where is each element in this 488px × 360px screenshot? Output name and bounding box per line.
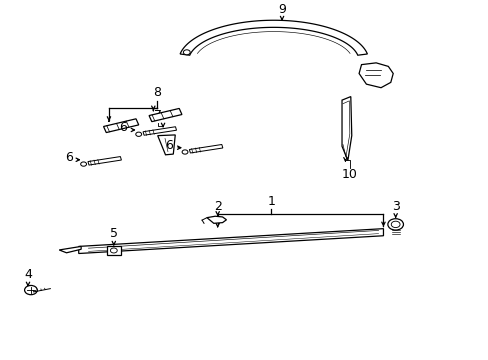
Polygon shape <box>158 135 175 155</box>
Text: 9: 9 <box>278 3 285 16</box>
Bar <box>107 246 121 255</box>
Text: 2: 2 <box>213 200 221 213</box>
Polygon shape <box>341 96 351 161</box>
Polygon shape <box>358 63 392 88</box>
Text: 7: 7 <box>153 109 162 122</box>
Circle shape <box>182 150 187 154</box>
Text: 8: 8 <box>152 86 161 99</box>
Polygon shape <box>88 157 121 165</box>
Polygon shape <box>103 119 139 132</box>
Text: 6: 6 <box>120 121 127 134</box>
Text: 6: 6 <box>65 151 73 164</box>
Polygon shape <box>149 108 182 122</box>
Text: 6: 6 <box>165 139 173 152</box>
Circle shape <box>24 285 37 295</box>
Text: 5: 5 <box>110 228 118 240</box>
Polygon shape <box>59 246 81 253</box>
Text: 4: 4 <box>24 268 32 281</box>
Circle shape <box>390 221 399 228</box>
Text: 1: 1 <box>267 195 275 208</box>
Text: 10: 10 <box>341 168 357 181</box>
Circle shape <box>183 50 190 55</box>
Circle shape <box>387 219 403 230</box>
Circle shape <box>81 162 86 166</box>
Circle shape <box>110 248 117 253</box>
Polygon shape <box>79 229 383 253</box>
Text: 3: 3 <box>391 200 399 213</box>
Polygon shape <box>143 127 176 135</box>
Polygon shape <box>206 216 226 223</box>
Polygon shape <box>189 144 223 153</box>
Polygon shape <box>180 20 366 55</box>
Circle shape <box>136 132 142 136</box>
